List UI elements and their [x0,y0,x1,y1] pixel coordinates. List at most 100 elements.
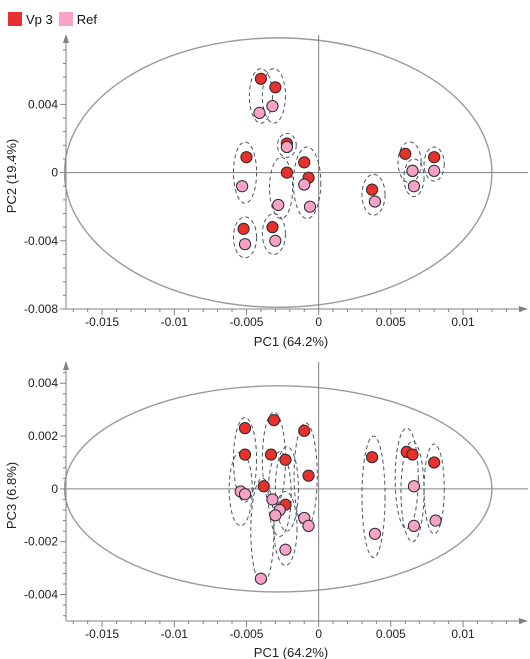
point-vp3 [399,147,412,160]
cluster-ellipse [423,146,445,182]
point-ref [368,195,382,208]
cluster-ellipse [397,141,422,184]
cluster-ellipse [267,451,292,537]
x-tick-label: -0.015 [85,627,119,641]
point-vp3 [238,448,252,461]
cluster-ellipse [261,213,286,255]
point-ref [280,140,293,154]
point-ref [266,99,279,113]
y-tick-label: -0.004 [24,588,58,602]
cluster-ellipse [232,216,258,259]
point-ref [429,514,442,527]
cluster-ellipse [361,435,386,559]
cluster-ellipse [269,156,294,220]
x-tick-label: -0.01 [161,627,189,641]
point-ref [236,180,249,193]
x-axis-label: PC1 (64.2%) [254,334,328,349]
x-tick-label: 0.01 [451,627,475,641]
cluster-ellipse [274,446,299,532]
point-ref [266,493,279,506]
x-tick-label: -0.015 [85,315,119,329]
point-vp3 [279,453,292,466]
point-ref [238,238,252,251]
pca-plot-pc1-pc2: -0.015 -0.01 -0.005 0 0.005 0.01 -0.008 -0.004 0… [4,34,528,349]
x-tick-label: -0.005 [229,315,263,329]
y-tick-label: 0.002 [28,429,58,443]
point-vp3 [269,81,282,94]
cluster-ellipse [277,132,297,158]
point-ref [238,488,252,501]
x-tick-label: 0 [315,627,322,641]
point-vp3 [302,469,315,482]
y-axis-arrow [63,34,69,43]
y-tick-label: -0.008 [24,302,58,316]
y-tick-label: 0 [51,482,58,496]
y-tick-label: 0.004 [28,376,58,390]
cluster-ellipse [232,417,258,503]
y-tick-label: 0 [51,166,58,180]
cluster-ellipse [261,68,286,124]
point-ref [269,234,282,247]
point-ref [303,200,317,213]
point-ref [428,164,441,177]
y-tick-label: 0.004 [28,97,58,111]
point-vp3 [298,424,311,437]
legend-label-ref: Ref [76,11,97,27]
y-tick-label: -0.002 [24,535,58,549]
x-tick-label: 0.005 [376,627,406,641]
cluster-ellipse [293,422,318,530]
point-ref [253,106,266,120]
cluster-ellipse [403,158,425,197]
point-vp3 [365,183,379,196]
point-vp3 [298,156,311,169]
point-vp3 [237,222,250,235]
point-ref [407,480,421,493]
legend-swatch-ref [58,12,73,26]
cluster-ellipse [248,68,273,124]
legend-item-vp3: Vp 3 [8,12,53,27]
point-ref [272,198,285,212]
x-tick-label: 0 [315,315,322,329]
point-vp3 [365,451,379,464]
point-vp3 [257,480,270,493]
point-vp3 [406,448,419,461]
legend-item-ref: Ref [58,11,97,27]
point-vp3 [238,422,252,435]
point-vp3 [267,414,280,427]
y-axis-arrow [63,361,69,370]
x-tick-label: 0.01 [451,315,475,329]
point-vp3 [428,456,441,469]
point-vp3 [266,221,279,234]
legend-swatch-vp3 [8,12,22,26]
x-axis-label: PC1 (64.2%) [254,645,328,659]
point-vp3 [264,448,278,461]
point-ref [368,527,382,540]
cluster-ellipse [394,427,419,530]
point-ref [406,164,419,177]
x-tick-label: 0.005 [376,315,406,329]
x-tick-label: -0.005 [229,627,263,641]
point-vp3 [428,151,441,164]
point-ref [407,519,421,532]
y-tick-label: -0.004 [24,234,58,248]
point-ref [302,519,315,532]
point-ref [298,178,311,191]
pca-plot-pc1-pc3: -0.015 -0.01 -0.005 0 0.005 0.01 -0.004 -0.002 0… [4,361,528,659]
point-ref [407,180,421,193]
legend: Vp 3 Ref [8,8,103,30]
y-axis-label: PC2 (19.4%) [4,139,19,213]
cluster-ellipse [273,491,298,567]
x-tick-label: -0.01 [161,315,189,329]
cluster-ellipse [423,443,445,535]
point-vp3 [240,151,253,164]
point-vp3 [254,72,268,85]
point-ref [279,543,292,556]
cluster-ellipse [361,173,386,216]
cluster-ellipse [292,146,322,220]
cluster-ellipse [232,141,258,204]
point-ref [269,509,282,522]
y-axis-label: PC3 (6.8%) [4,462,19,529]
point-vp3 [280,166,293,179]
legend-label-vp3: Vp 3 [26,11,53,27]
